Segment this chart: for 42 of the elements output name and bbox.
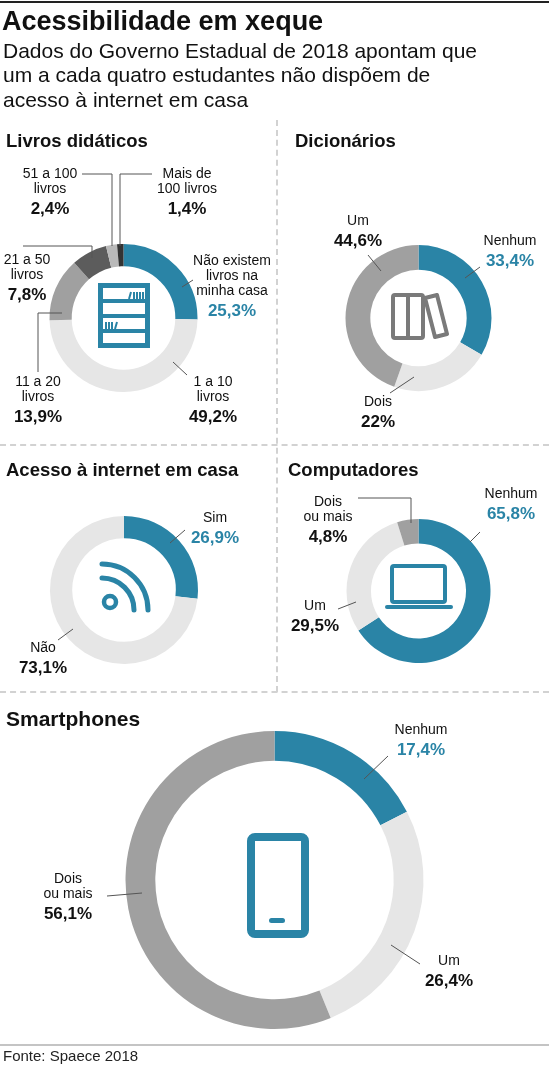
data-label: 17,4%	[396, 739, 446, 759]
slice-label: 51 a 100 livros	[22, 164, 78, 196]
slice-label: Não existem livros na minha casa	[193, 251, 271, 298]
slice-label: Um	[304, 596, 326, 613]
data-label: 56,1%	[43, 903, 93, 923]
data-label: 2,4%	[30, 198, 70, 218]
data-label: 65,8%	[486, 503, 536, 523]
data-label: 29,5%	[290, 615, 340, 635]
data-label: 25,3%	[207, 300, 257, 320]
slice-label: Mais de 100 livros	[157, 164, 217, 196]
slice-label: Um	[438, 951, 460, 968]
data-label: 4,8%	[308, 526, 348, 546]
data-label: 26,9%	[190, 527, 240, 547]
data-label: 13,9%	[13, 406, 63, 426]
data-label: 22%	[360, 411, 396, 431]
chart-title: Acesso à internet em casa	[6, 459, 239, 481]
data-label: 44,6%	[333, 230, 383, 250]
slice-label: Não	[30, 638, 57, 655]
text: Dados do Governo Estadual de 2018 apontam que um a cada quatro estudantes não dispõem de acesso à internet em casa	[3, 38, 478, 113]
slice-label: Nenhum	[483, 231, 537, 248]
slice-label: Nenhum	[484, 484, 538, 501]
data-label: 33,4%	[485, 250, 535, 270]
chart-title: Smartphones	[6, 706, 141, 730]
chart-title: Dicionários	[295, 130, 396, 152]
slice-label: Um	[347, 211, 369, 228]
data-label: 1,4%	[167, 198, 207, 218]
text: Acessibilidade em xeque	[2, 5, 324, 37]
slice-label: Nenhum	[394, 720, 448, 737]
data-label: 26,4%	[424, 970, 474, 990]
data-label: 7,8%	[7, 284, 47, 304]
data-label: 73,1%	[18, 657, 68, 677]
slice-label: Sim	[202, 508, 228, 525]
source-note: Fonte: Spaece 2018	[3, 1047, 139, 1065]
slice-label: Dois	[363, 392, 393, 409]
slice-label: 1 a 10 livros	[193, 372, 233, 404]
slice-label: Dois ou mais	[43, 869, 93, 901]
slice-label: Dois ou mais	[303, 492, 353, 524]
chart-title: Computadores	[288, 459, 419, 481]
data-label: 49,2%	[188, 406, 238, 426]
chart-title: Livros didáticos	[6, 130, 148, 152]
slice-label: 11 a 20 livros	[15, 372, 62, 404]
slice-label: 21 a 50 livros	[3, 250, 51, 282]
